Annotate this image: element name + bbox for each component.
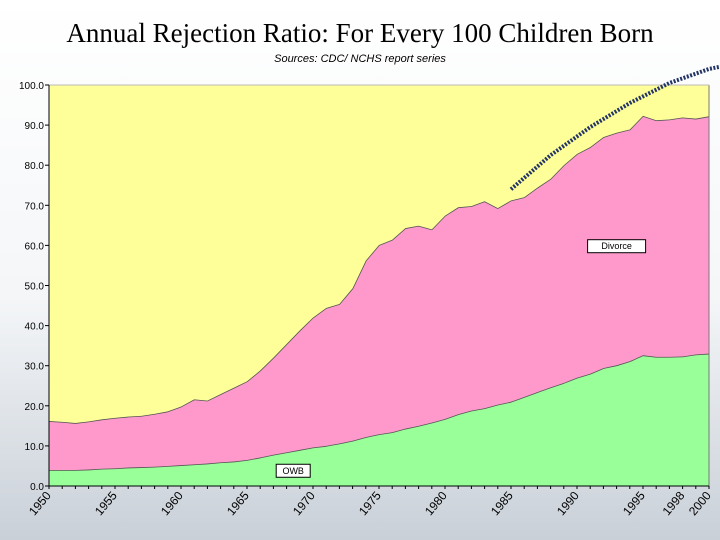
area-divorce bbox=[49, 115, 709, 470]
chart-subtitle: Sources: CDC/ NCHS report series bbox=[274, 53, 446, 65]
label-owb: OWB bbox=[282, 466, 304, 476]
y-tick-label: 60.0 bbox=[25, 241, 45, 252]
area-remainder bbox=[49, 85, 709, 424]
x-tick-label: 1965 bbox=[224, 488, 252, 518]
area-owb bbox=[49, 353, 709, 486]
x-tick-label: 1990 bbox=[554, 488, 582, 518]
label-box-divorce bbox=[587, 239, 647, 254]
chart-title: Annual Rejection Ratio: For Every 100 Ch… bbox=[66, 18, 654, 48]
x-tick-label: 1975 bbox=[356, 488, 384, 518]
label-box-owb bbox=[275, 463, 311, 478]
projection-layer bbox=[509, 64, 720, 191]
label-divorce: Divorce bbox=[601, 241, 632, 251]
y-tick-label: 20.0 bbox=[25, 402, 45, 413]
x-tick-label: 2000 bbox=[686, 488, 714, 518]
y-tick-label: 0.0 bbox=[30, 482, 44, 493]
y-tick-label: 30.0 bbox=[25, 362, 45, 373]
annotation-layer: Divorce OWB bbox=[275, 239, 647, 478]
x-tick-label: 1995 bbox=[620, 488, 648, 518]
x-tick-label: 1980 bbox=[422, 488, 450, 518]
y-tick-label: 90.0 bbox=[25, 121, 45, 132]
x-tick-label: 1998 bbox=[660, 488, 688, 518]
x-tick-label: 1970 bbox=[290, 488, 318, 518]
x-tick-label: 1960 bbox=[158, 488, 186, 518]
y-tick-label: 70.0 bbox=[25, 201, 45, 212]
projection-line bbox=[509, 64, 720, 191]
y-tick-label: 100.0 bbox=[19, 81, 44, 92]
y-tick-label: 10.0 bbox=[25, 442, 45, 453]
x-tick-label: 1985 bbox=[488, 488, 516, 518]
x-tick-label: 1955 bbox=[92, 488, 120, 518]
y-tick-label: 50.0 bbox=[25, 282, 45, 293]
plot-areas bbox=[48, 85, 710, 486]
y-tick-label: 80.0 bbox=[25, 161, 45, 172]
y-tick-label: 40.0 bbox=[25, 322, 45, 333]
